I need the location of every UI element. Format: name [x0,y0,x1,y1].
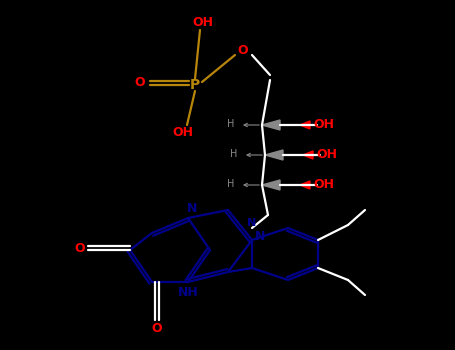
Polygon shape [265,150,283,160]
Text: H: H [230,149,237,159]
Text: O: O [135,77,145,90]
Text: NH: NH [177,286,198,299]
Text: N: N [248,218,257,228]
Text: OH: OH [192,15,213,28]
Text: H: H [227,179,234,189]
Text: OH: OH [313,118,334,131]
Text: P: P [190,78,200,92]
Polygon shape [300,181,310,189]
Text: O: O [75,241,86,254]
Polygon shape [300,121,310,129]
Text: N: N [187,202,197,215]
Text: OH: OH [313,177,334,190]
Text: N: N [255,231,265,244]
Text: O: O [152,322,162,335]
Text: OH: OH [317,147,338,161]
Text: H: H [227,119,234,129]
Polygon shape [262,180,280,190]
Polygon shape [262,120,280,130]
Text: OH: OH [172,126,193,140]
Text: O: O [238,43,248,56]
Polygon shape [303,151,313,159]
